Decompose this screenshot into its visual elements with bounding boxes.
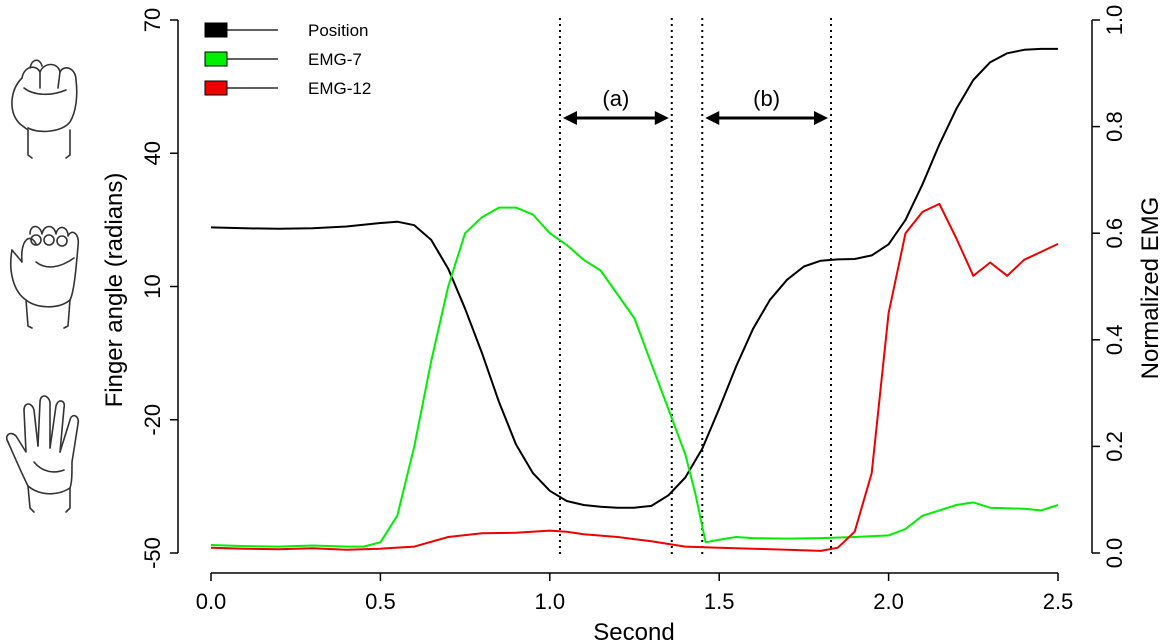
- y-left-tick-label: 40: [140, 141, 165, 165]
- y-right-axis-ticks: 0.0 0.2 0.4 0.6 0.8 1.0: [1092, 5, 1127, 569]
- y-right-tick-label: 0.2: [1102, 431, 1127, 462]
- open-hand-icon: [5, 395, 80, 513]
- dotted-markers: [558, 18, 833, 557]
- y-left-axis-title: Finger angle (radians): [101, 173, 128, 408]
- x-tick-label: 0.5: [365, 589, 396, 614]
- series-line-emg-7: [210, 206, 1059, 548]
- legend-label: EMG-7: [308, 50, 362, 69]
- y-left-axis-ticks: -50 -20 10 40 70: [140, 8, 178, 569]
- arrow-head-right: [814, 111, 829, 125]
- legend-swatch: [204, 51, 228, 67]
- y-right-tick-label: 0.4: [1102, 325, 1127, 356]
- interval-label: (b): [753, 86, 780, 111]
- arrow-head-left: [562, 111, 577, 125]
- y-left-tick-label: -50: [140, 537, 165, 569]
- arrow-head-left: [705, 111, 720, 125]
- y-right-tick-label: 0.8: [1102, 111, 1127, 142]
- legend-label: EMG-12: [308, 79, 371, 98]
- legend-label: Position: [308, 21, 368, 40]
- legend-swatch: [204, 22, 228, 38]
- interval-label: (a): [602, 86, 629, 111]
- y-left-tick-label: 70: [140, 8, 165, 32]
- series-line-position: [210, 47, 1058, 509]
- y-left-tick-label: 10: [140, 274, 165, 298]
- x-tick-label: 2.5: [1043, 589, 1074, 614]
- legend: Position EMG-7 EMG-12: [204, 21, 371, 98]
- x-tick-label: 2.0: [873, 589, 904, 614]
- x-tick-label: 0.0: [196, 589, 227, 614]
- x-axis-ticks: 0.0 0.5 1.0 1.5 2.0 2.5: [196, 573, 1074, 614]
- y-left-tick-label: -20: [140, 404, 165, 436]
- series-line-emg-12: [210, 202, 1059, 552]
- series-lines: [210, 47, 1059, 552]
- fist-hand-icon: [11, 59, 78, 159]
- x-axis-title: Second: [593, 619, 674, 643]
- interval-annotations: (a) (b): [562, 86, 829, 125]
- x-tick-label: 1.5: [704, 589, 735, 614]
- x-tick-label: 1.0: [535, 589, 566, 614]
- legend-swatch: [204, 80, 228, 96]
- y-right-tick-label: 1.0: [1102, 5, 1127, 36]
- y-right-axis-title: Normalized EMG: [1137, 197, 1164, 380]
- y-right-tick-label: 0.0: [1102, 538, 1127, 569]
- half-open-hand-icon: [10, 225, 80, 329]
- y-right-tick-label: 0.6: [1102, 218, 1127, 249]
- arrow-head-right: [654, 111, 669, 125]
